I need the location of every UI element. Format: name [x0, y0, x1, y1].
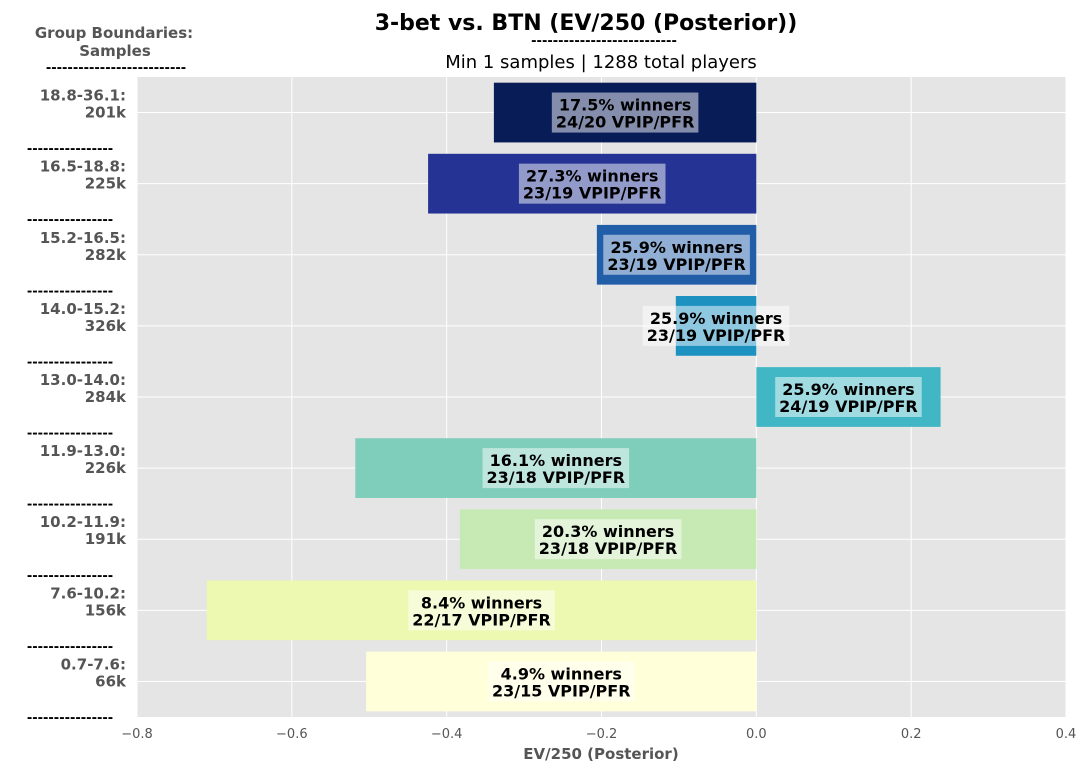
group-range-label: 7.6-10.2:	[50, 584, 126, 602]
x-tick-label: 0.2	[901, 727, 922, 742]
group-samples-label: 284k	[85, 388, 127, 406]
vpip-pfr-label: 22/17 VPIP/PFR	[412, 610, 551, 629]
x-tick-label: 0.0	[746, 727, 767, 742]
group-range-label: 16.5-18.8:	[40, 158, 126, 176]
annotation-box	[408, 590, 555, 631]
annotation-box	[534, 519, 682, 560]
winners-label: 8.4% winners	[421, 593, 542, 612]
vpip-pfr-label: 24/20 VPIP/PFR	[556, 113, 695, 132]
winners-label: 4.9% winners	[501, 664, 622, 683]
group-samples-label: 201k	[85, 104, 127, 122]
group-range-label: 13.0-14.0:	[40, 371, 126, 389]
group-range-label: 15.2-16.5:	[40, 229, 126, 247]
vpip-pfr-label: 23/15 VPIP/PFR	[492, 681, 631, 700]
x-tick-label: 0.4	[1056, 727, 1077, 742]
group-separator: ----------------	[27, 640, 113, 655]
group-separator: ----------------	[27, 213, 113, 228]
x-tick-label: −0.8	[121, 727, 153, 742]
group-separator: ----------------	[27, 284, 113, 299]
chart-title: 3-bet vs. BTN (EV/250 (Posterior))	[375, 11, 798, 36]
annotation-box	[775, 377, 922, 417]
group-separator: ----------------	[27, 569, 113, 584]
group-samples-label: 66k	[95, 672, 127, 690]
side-header-line1: Group Boundaries:	[35, 24, 193, 42]
group-samples-label: 226k	[85, 459, 127, 477]
vpip-pfr-label: 24/19 VPIP/PFR	[779, 397, 918, 416]
group-range-label: 10.2-11.9:	[40, 513, 126, 531]
annotation-box	[603, 234, 750, 275]
annotation-box	[642, 305, 790, 346]
group-range-label: 11.9-13.0:	[40, 442, 126, 460]
group-samples-label: 156k	[85, 601, 127, 619]
winners-label: 25.9% winners	[650, 309, 782, 328]
side-header-underline: --------------------------	[46, 61, 186, 76]
winners-label: 25.9% winners	[782, 380, 914, 399]
group-separator: ----------------	[27, 711, 113, 726]
group-separator: ----------------	[27, 142, 113, 157]
x-tick-label: −0.6	[276, 727, 308, 742]
chart-subtitle: Min 1 samples | 1288 total players	[445, 52, 757, 73]
group-range-label: 0.7-7.6:	[61, 655, 126, 673]
group-range-label: 18.8-36.1:	[40, 87, 126, 105]
vpip-pfr-label: 23/19 VPIP/PFR	[523, 184, 662, 203]
vpip-pfr-label: 23/19 VPIP/PFR	[647, 326, 786, 345]
vpip-pfr-label: 23/18 VPIP/PFR	[539, 539, 678, 558]
annotation-box	[487, 661, 635, 702]
group-separator: ----------------	[27, 498, 113, 513]
group-samples-label: 225k	[85, 175, 127, 193]
annotation-box	[482, 448, 630, 489]
annotation-box	[518, 163, 666, 204]
group-separator: ----------------	[27, 355, 113, 370]
winners-label: 16.1% winners	[490, 451, 622, 470]
group-separator: ----------------	[27, 427, 113, 442]
y-axis-labels: 18.8-36.1:201k----------------16.5-18.8:…	[27, 87, 127, 726]
x-tick-label: −0.4	[431, 727, 463, 742]
side-header-line2: Samples	[79, 42, 151, 60]
title-underline: ---------------------------	[531, 34, 677, 49]
x-axis-ticks: −0.8 −0.6 −0.4 −0.2 0.0 0.2 0.4	[121, 727, 1076, 742]
group-samples-label: 326k	[85, 317, 127, 335]
group-range-label: 14.0-15.2:	[40, 300, 126, 318]
x-axis-label: EV/250 (Posterior)	[523, 745, 678, 763]
winners-label: 27.3% winners	[526, 167, 658, 186]
vpip-pfr-label: 23/18 VPIP/PFR	[487, 468, 626, 487]
winners-label: 25.9% winners	[610, 238, 742, 257]
vpip-pfr-label: 23/19 VPIP/PFR	[607, 255, 746, 274]
winners-label: 20.3% winners	[542, 522, 674, 541]
group-samples-label: 282k	[85, 246, 127, 264]
x-tick-label: −0.2	[586, 727, 618, 742]
group-samples-label: 191k	[85, 530, 127, 548]
winners-label: 17.5% winners	[559, 96, 691, 115]
annotation-box	[551, 92, 699, 133]
